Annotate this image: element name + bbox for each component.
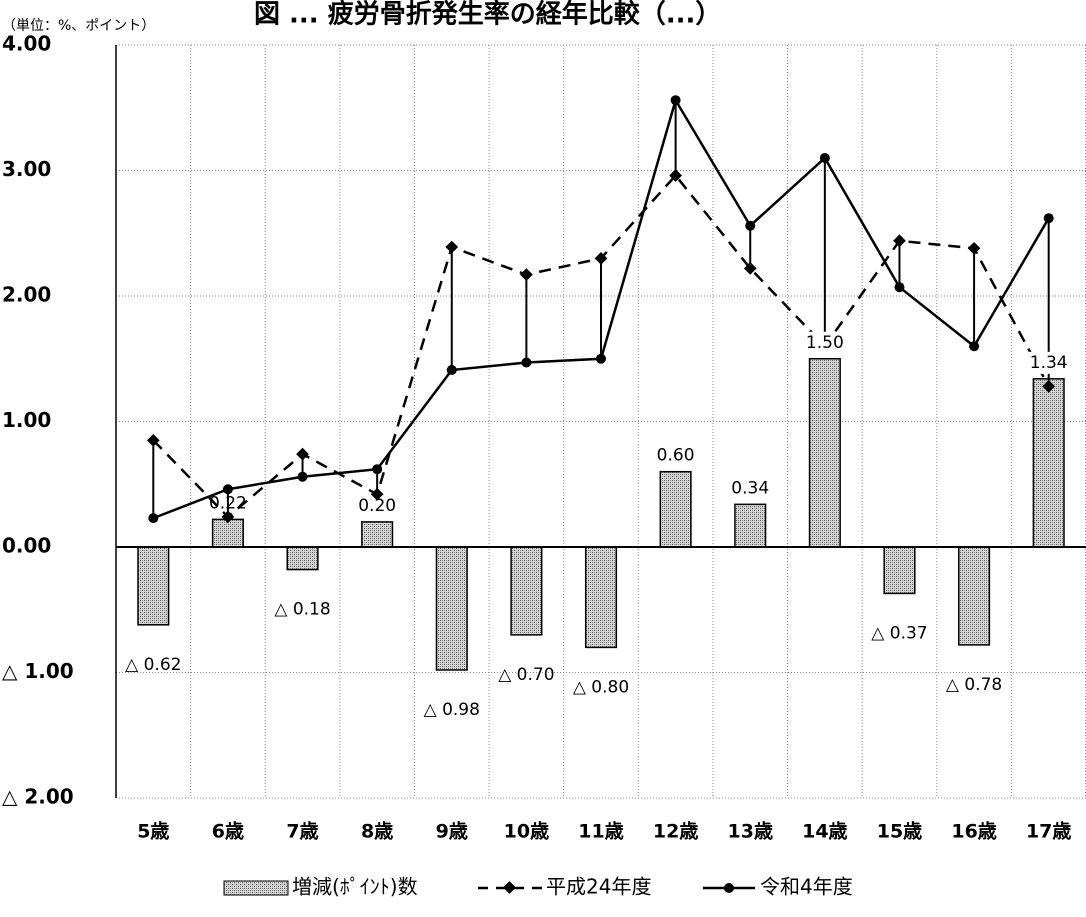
bar bbox=[584, 546, 618, 649]
y-tick-label: 3.00 bbox=[2, 157, 51, 181]
bar bbox=[808, 358, 841, 548]
bar bbox=[211, 518, 244, 548]
bar bbox=[883, 546, 916, 595]
bar-data-label-bg bbox=[802, 331, 847, 354]
bar-data-label: △ 0.18 bbox=[274, 600, 330, 620]
x-tick-label: 12歳 bbox=[653, 821, 698, 843]
point-r4 bbox=[670, 95, 681, 106]
point-h24 bbox=[146, 433, 160, 447]
point-h24 bbox=[370, 487, 384, 501]
bar bbox=[734, 503, 767, 548]
x-tick-label: 9歳 bbox=[436, 821, 468, 843]
y-tick-label: △ 1.00 bbox=[2, 659, 74, 683]
y-tick-label: 4.00 bbox=[2, 32, 51, 56]
y-tick-label: 0.00 bbox=[2, 534, 51, 558]
legend-item-r4: 令和4年度 bbox=[703, 875, 853, 899]
axes bbox=[115, 45, 1086, 798]
x-tick-label: 15歳 bbox=[877, 821, 922, 843]
y-tick-label: 2.00 bbox=[2, 283, 51, 307]
grid bbox=[116, 44, 1086, 799]
bar bbox=[286, 546, 319, 571]
bar bbox=[510, 546, 543, 636]
point-h24 bbox=[520, 268, 533, 282]
bar-data-label: △ 0.70 bbox=[498, 665, 554, 685]
bar bbox=[361, 521, 394, 548]
x-tick-label: 16歳 bbox=[951, 821, 996, 843]
y-axis-ticks: 4.00 3.00 2.00 1.00 0.00 △ 1.00 △ 2.00 bbox=[2, 32, 74, 809]
bar-data-label: 0.34 bbox=[731, 478, 769, 498]
bar bbox=[435, 546, 468, 671]
x-tick-label: 14歳 bbox=[802, 821, 847, 843]
bar-data-label: 0.60 bbox=[657, 446, 695, 466]
x-tick-label: 7歳 bbox=[286, 821, 318, 843]
legend-item-h24: 平成24年度 bbox=[478, 875, 651, 899]
legend-item-bar: 増減(ﾎﾟｲﾝﾄ)数 bbox=[223, 875, 418, 899]
point-r4 bbox=[1043, 213, 1054, 224]
point-r4 bbox=[297, 471, 308, 482]
bar-data-label: 1.34 bbox=[1030, 353, 1068, 373]
bar bbox=[659, 470, 692, 548]
bar-data-label: 1.50 bbox=[806, 333, 844, 353]
point-r4 bbox=[596, 353, 606, 364]
x-tick-label: 11歳 bbox=[578, 821, 623, 843]
x-tick-label: 6歳 bbox=[212, 821, 244, 843]
legend-marker-h24 bbox=[503, 881, 516, 894]
legend: 増減(ﾎﾟｲﾝﾄ)数 平成24年度 令和4年度 bbox=[223, 875, 853, 899]
bar-data-label: 0.20 bbox=[358, 496, 396, 516]
point-r4 bbox=[446, 365, 457, 376]
drop-lines bbox=[152, 100, 1050, 519]
bar-data-label-bg bbox=[1026, 351, 1071, 374]
x-tick-label: 5歳 bbox=[137, 821, 169, 843]
y-tick-label: 1.00 bbox=[2, 408, 51, 432]
bar-data-label: △ 0.80 bbox=[573, 677, 629, 697]
y-tick-label: △ 2.00 bbox=[2, 785, 74, 809]
point-r4 bbox=[969, 341, 980, 352]
point-r4 bbox=[521, 357, 532, 368]
bar-data-label: △ 0.78 bbox=[946, 675, 1002, 695]
point-h24 bbox=[445, 240, 459, 254]
point-r4 bbox=[745, 220, 756, 231]
data-labels: △ 0.62 0.22 △ 0.18 0.20 △ 0.98 △ 0.70 △ 0.80 0.… bbox=[125, 331, 1071, 720]
legend-label-bar: 増減(ﾎﾟｲﾝﾄ)数 bbox=[292, 875, 418, 899]
bar bbox=[958, 546, 991, 646]
bar bbox=[137, 546, 170, 626]
unit-label: （単位：%、ポイント） bbox=[2, 18, 155, 34]
bar bbox=[1032, 378, 1065, 548]
legend-marker-r4 bbox=[724, 883, 734, 893]
bar-data-label: △ 0.62 bbox=[125, 655, 181, 675]
x-tick-label: 13歳 bbox=[728, 821, 773, 843]
legend-swatch-bar bbox=[223, 880, 289, 896]
x-axis-labels: 5歳 6歳 7歳 8歳 9歳 10歳 11歳 12歳 13歳 14歳 15歳 16歳 17歳 bbox=[137, 821, 1071, 843]
point-h24 bbox=[967, 241, 981, 255]
bar-series bbox=[137, 358, 1065, 671]
x-tick-label: 17歳 bbox=[1026, 821, 1071, 843]
bar-data-label: △ 0.98 bbox=[424, 700, 480, 720]
legend-label-h24: 平成24年度 bbox=[546, 875, 651, 899]
chart-title: 図 ... 疲労骨折発生率の経年比較（...） bbox=[254, 0, 721, 29]
point-r4 bbox=[372, 464, 383, 475]
point-r4 bbox=[222, 484, 233, 495]
point-r4 bbox=[894, 282, 905, 293]
line-series bbox=[146, 95, 1056, 524]
point-h24 bbox=[296, 447, 309, 461]
bar-data-label: 0.22 bbox=[209, 493, 247, 513]
point-r4 bbox=[148, 513, 159, 524]
legend-label-r4: 令和4年度 bbox=[760, 875, 853, 899]
x-tick-label: 8歳 bbox=[361, 821, 393, 843]
x-tick-label: 10歳 bbox=[504, 821, 549, 843]
point-r4 bbox=[819, 152, 830, 163]
bar-data-label: △ 0.37 bbox=[871, 623, 927, 643]
